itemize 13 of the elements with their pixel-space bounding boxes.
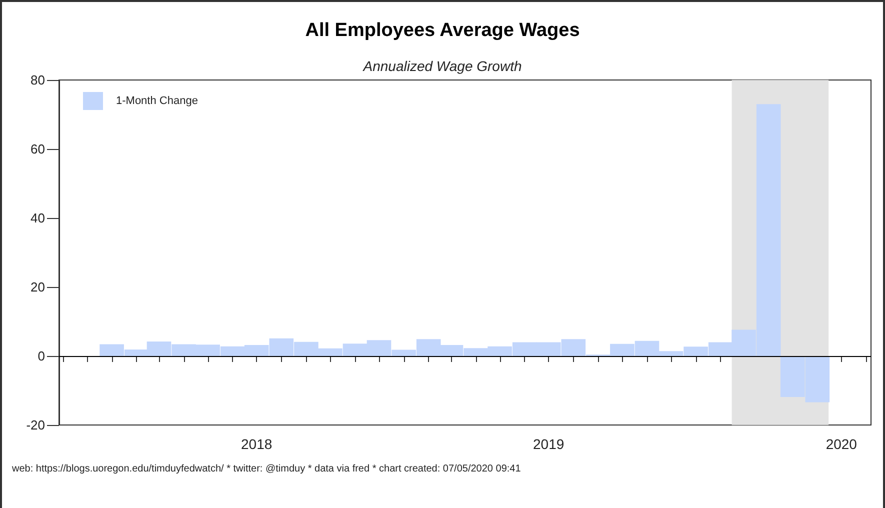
chart-title: All Employees Average Wages — [305, 20, 580, 41]
y-tick-label: 0 — [38, 348, 45, 364]
text: web: https://blogs.uoregon.edu/timduyfedwatch/ * twitter: @timduy * data via fred * chart created: 07/05/2020 09:41 — [11, 464, 522, 474]
x-tick-label: 2019 — [533, 436, 564, 452]
x-tick-label: 2018 — [241, 436, 272, 452]
x-tick-label: 2020 — [826, 436, 858, 452]
y-tick-label: 80 — [30, 72, 45, 88]
y-tick-label: 20 — [30, 280, 45, 294]
chart-subtitle: Annualized Wage Growth — [362, 58, 522, 74]
y-tick-label: 60 — [30, 142, 45, 156]
legend-label: 1-Month Change — [116, 95, 198, 107]
y-tick-label: 40 — [30, 210, 45, 226]
y-tick-label: -20 — [26, 418, 45, 432]
